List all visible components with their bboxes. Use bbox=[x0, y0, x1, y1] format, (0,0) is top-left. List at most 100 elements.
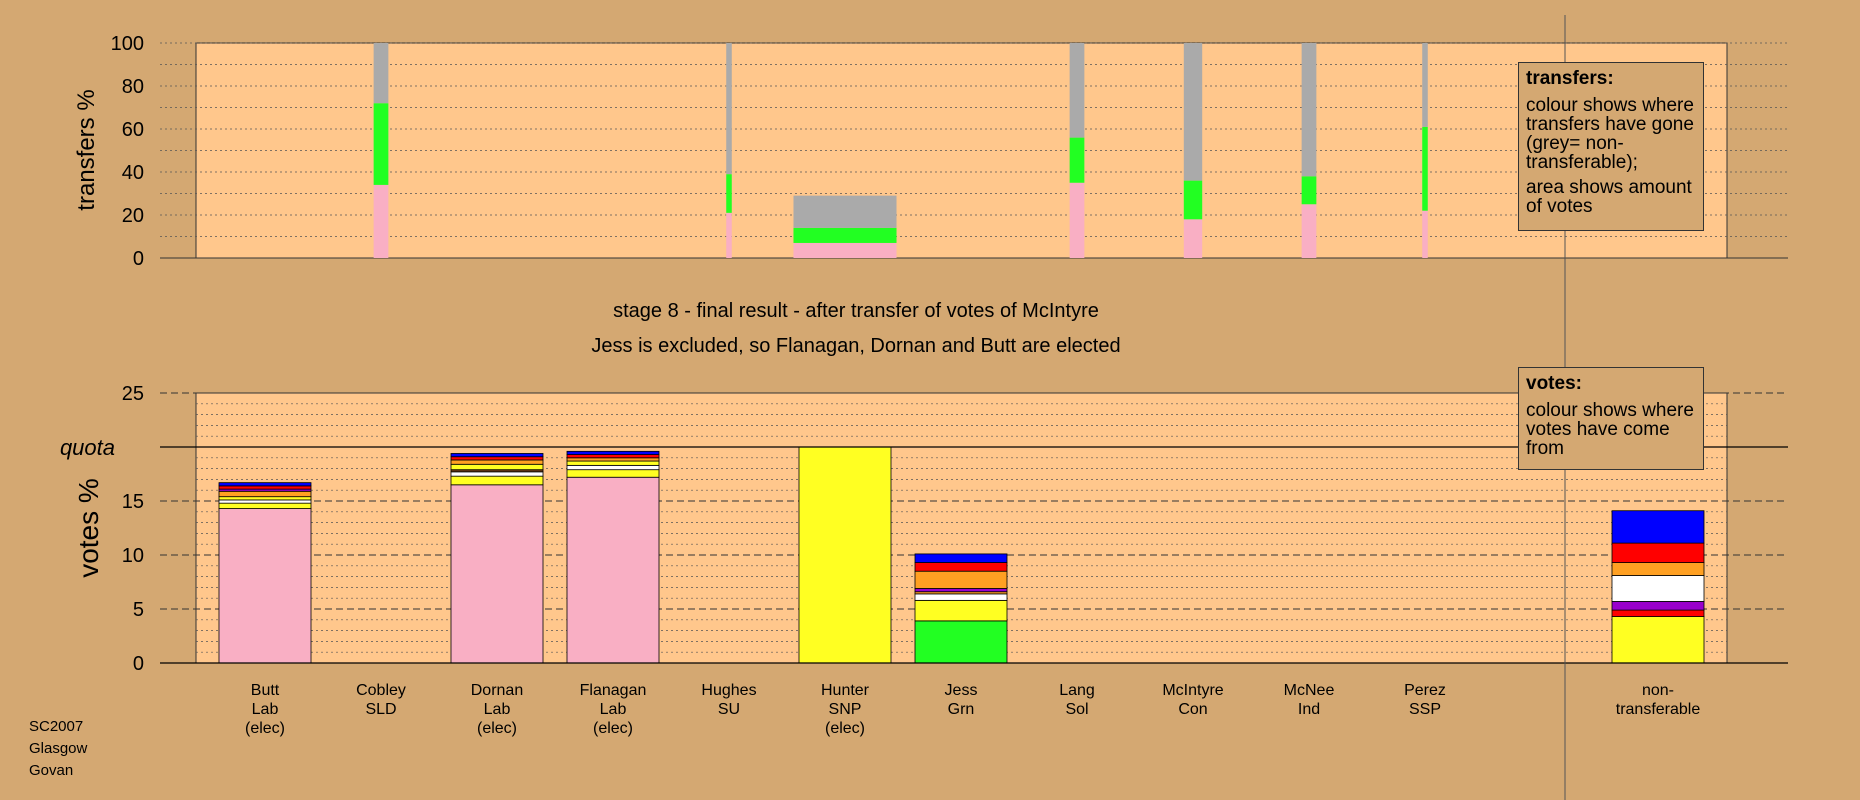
transfers-legend-line: colour shows where transfers have gone (… bbox=[1526, 95, 1694, 173]
votes-legend-title: votes: bbox=[1526, 373, 1582, 394]
corner-line: SC2007 bbox=[29, 718, 84, 735]
vote-segment bbox=[218, 508, 312, 664]
transfers-legend-title: transfers: bbox=[1526, 68, 1614, 89]
vote-segment bbox=[450, 475, 544, 486]
constituency-label: SC2007 Glasgow Govan bbox=[29, 716, 87, 782]
category-label: SNP bbox=[829, 701, 862, 718]
vote-segment bbox=[450, 463, 544, 471]
category-label: Cobley bbox=[356, 682, 406, 699]
votes-legend: votes: colour shows where votes have com… bbox=[1518, 367, 1704, 470]
transfers-y-tick: 0 bbox=[133, 248, 144, 270]
vote-segment bbox=[566, 457, 660, 462]
transfers-y-label: transfers % bbox=[73, 89, 100, 210]
category-label: Butt bbox=[251, 682, 280, 699]
transfer-segment bbox=[1183, 43, 1203, 181]
category-label: Grn bbox=[948, 701, 975, 718]
vote-segment bbox=[218, 485, 312, 490]
category-label: (elec) bbox=[245, 720, 285, 737]
category-label: Flanagan bbox=[580, 682, 647, 699]
transfer-segment bbox=[1069, 137, 1085, 183]
transfers-legend: transfers: colour shows where transfers … bbox=[1518, 62, 1704, 231]
transfer-segment bbox=[1422, 126, 1428, 211]
category-label: Lang bbox=[1059, 682, 1095, 699]
vote-segment bbox=[1611, 562, 1705, 576]
transfer-segment bbox=[793, 227, 897, 243]
transfer-segment bbox=[1422, 43, 1428, 127]
vote-segment bbox=[218, 482, 312, 487]
vote-segment bbox=[218, 499, 312, 504]
vote-segment bbox=[914, 570, 1008, 589]
transfers-y-tick: 60 bbox=[122, 119, 144, 141]
votes-y-tick: 15 bbox=[122, 491, 144, 513]
vote-segment bbox=[566, 454, 660, 459]
category-label: Perez bbox=[1404, 682, 1446, 699]
vote-segment bbox=[914, 599, 1008, 622]
vote-segment bbox=[914, 562, 1008, 572]
transfer-segment bbox=[1301, 176, 1317, 205]
votes-y-tick: 5 bbox=[133, 599, 144, 621]
category-label: Con bbox=[1178, 701, 1207, 718]
stage-subtitle: Jess is excluded, so Flanagan, Dornan an… bbox=[591, 335, 1121, 357]
transfer-segment bbox=[1183, 180, 1203, 220]
corner-line: Govan bbox=[29, 762, 74, 779]
transfers-y-tick: 100 bbox=[111, 33, 144, 55]
vote-segment bbox=[914, 620, 1008, 664]
transfer-segment bbox=[793, 195, 897, 228]
category-label: Lab bbox=[252, 701, 279, 718]
vote-segment bbox=[566, 460, 660, 466]
category-label: Dornan bbox=[471, 682, 523, 699]
transfer-segment bbox=[373, 43, 389, 104]
transfers-y-tick: 80 bbox=[122, 76, 144, 98]
stage-title: stage 8 - final result - after transfer … bbox=[613, 300, 1099, 322]
transfer-segment bbox=[793, 242, 897, 258]
vote-segment bbox=[1611, 542, 1705, 563]
votes-y-label: votes % bbox=[73, 478, 104, 578]
transfer-segment bbox=[726, 212, 732, 258]
category-label: Hunter bbox=[821, 682, 870, 699]
vote-segment bbox=[1611, 601, 1705, 611]
vote-segment bbox=[566, 450, 660, 455]
transfer-segment bbox=[726, 174, 732, 213]
category-label: McIntyre bbox=[1162, 682, 1223, 699]
category-label: Jess bbox=[945, 682, 978, 699]
transfer-segment bbox=[1183, 219, 1203, 258]
category-label: (elec) bbox=[825, 720, 865, 737]
category-label: Lab bbox=[600, 701, 627, 718]
category-label: SLD bbox=[365, 701, 396, 718]
category-label: Hughes bbox=[701, 682, 756, 699]
vote-segment bbox=[450, 453, 544, 458]
vote-segment bbox=[450, 484, 544, 664]
category-label: Ind bbox=[1298, 701, 1320, 718]
vote-segment bbox=[566, 469, 660, 478]
vote-segment bbox=[914, 553, 1008, 563]
category-label: non- bbox=[1642, 682, 1674, 699]
transfer-segment bbox=[1301, 43, 1317, 177]
votes-y-tick: 25 bbox=[122, 383, 144, 405]
votes-legend-line: colour shows where votes have come from bbox=[1526, 400, 1694, 459]
category-label: transferable bbox=[1616, 701, 1701, 718]
transfer-segment bbox=[726, 43, 732, 175]
transfer-segment bbox=[1069, 43, 1085, 138]
vote-segment bbox=[798, 446, 892, 664]
votes-y-tick: 0 bbox=[133, 653, 144, 675]
transfers-y-tick: 40 bbox=[122, 162, 144, 184]
vote-segment bbox=[450, 471, 544, 477]
vote-segment bbox=[1611, 609, 1705, 617]
vote-segment bbox=[914, 588, 1008, 593]
category-label: SSP bbox=[1409, 701, 1441, 718]
vote-segment bbox=[566, 476, 660, 664]
votes-y-tick: 10 bbox=[122, 545, 144, 567]
transfer-segment bbox=[1422, 210, 1428, 258]
vote-segment bbox=[1611, 510, 1705, 544]
category-label: Sol bbox=[1065, 701, 1088, 718]
vote-segment bbox=[1611, 575, 1705, 602]
transfer-segment bbox=[373, 103, 389, 185]
transfer-segment bbox=[1301, 204, 1317, 258]
category-label: Lab bbox=[484, 701, 511, 718]
vote-segment bbox=[218, 502, 312, 509]
vote-segment bbox=[450, 459, 544, 465]
vote-segment bbox=[218, 496, 312, 501]
transfer-segment bbox=[1069, 182, 1085, 258]
quota-label: quota bbox=[60, 435, 115, 460]
